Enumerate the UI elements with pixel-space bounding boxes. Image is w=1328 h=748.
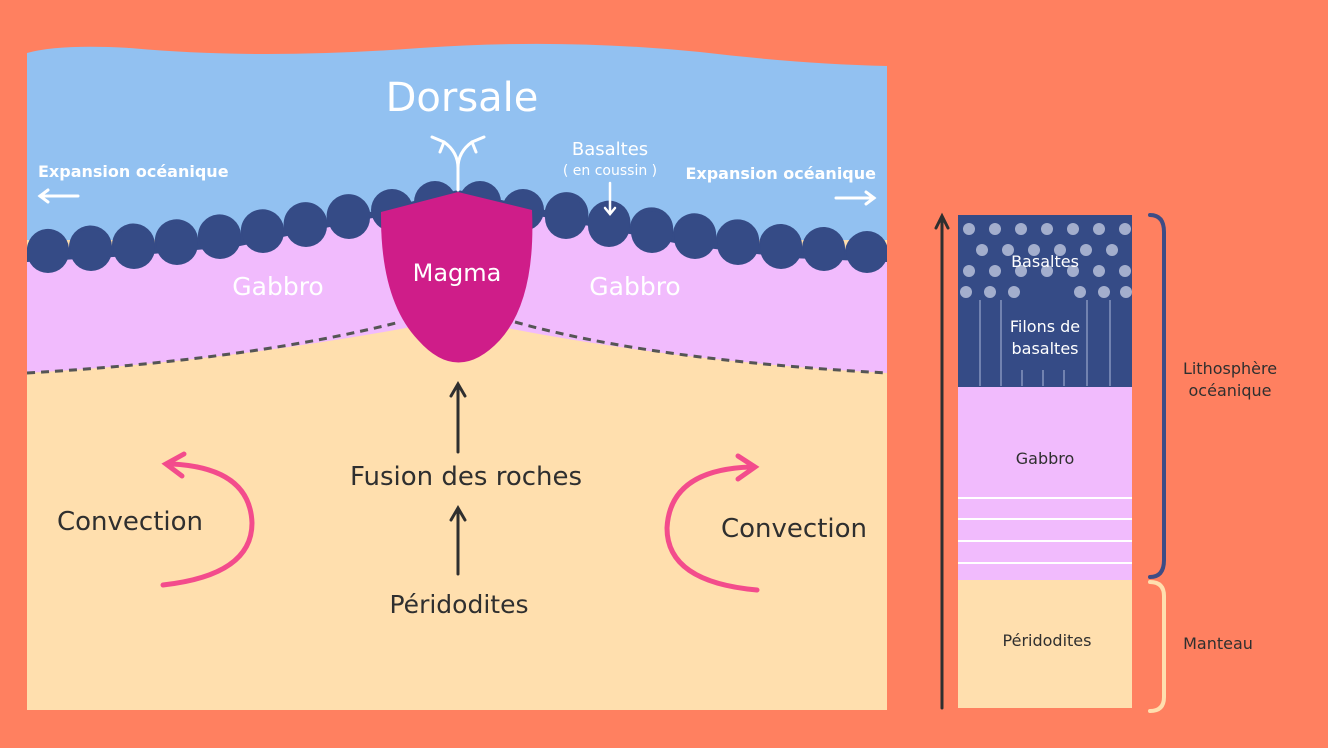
column-basalts <box>958 215 1132 387</box>
expansion-label-left: Expansion océanique <box>38 162 229 181</box>
peridotites-label: Péridodites <box>390 590 529 619</box>
arrow-right-icon <box>834 190 877 206</box>
lithosphere-label-2: océanique <box>1189 381 1272 400</box>
gabbro-layering <box>958 497 1132 564</box>
lithosphere-base-dashed-line <box>27 320 887 375</box>
basalt-pointer-arrow-icon <box>603 181 617 216</box>
depth-axis-arrow-icon <box>934 212 950 710</box>
gabbro-label-right: Gabbro <box>589 272 680 301</box>
column-peridotites-label: Péridodites <box>1003 631 1092 650</box>
arrow-left-icon <box>37 188 80 204</box>
column-gabbro <box>958 387 1132 580</box>
fusion-label: Fusion des roches <box>350 462 582 492</box>
convection-label-right: Convection <box>721 514 867 544</box>
column-dikes-label-2: basaltes <box>1012 339 1079 358</box>
convection-arrow-right-icon <box>664 453 760 593</box>
magma-label: Magma <box>413 259 502 287</box>
column-basalts-label: Basaltes <box>1011 252 1079 271</box>
lithosphere-bracket <box>1148 213 1166 579</box>
mantle-bracket <box>1148 580 1166 713</box>
convection-label-left: Convection <box>57 507 203 537</box>
mantle-label: Manteau <box>1183 634 1253 653</box>
convection-arrow-left-icon <box>160 451 255 588</box>
column-gabbro-label: Gabbro <box>1016 449 1075 468</box>
dike-lines <box>979 300 1111 386</box>
arrow-up-icon <box>449 381 467 454</box>
arrow-up-icon <box>449 505 467 576</box>
column-dikes-label-1: Filons de <box>1010 317 1080 336</box>
expansion-label-right: Expansion océanique <box>685 164 876 183</box>
basalts-sublabel: ( en coussin ) <box>563 163 657 179</box>
stratigraphic-column <box>958 215 1132 708</box>
gabbro-label-left: Gabbro <box>232 272 323 301</box>
pillow-dots <box>960 223 1132 298</box>
magma-chamber <box>380 192 533 363</box>
diagram-title: Dorsale <box>386 75 539 121</box>
lithosphere-label-1: Lithosphère <box>1183 359 1277 378</box>
basalts-label: Basaltes <box>572 139 648 160</box>
column-peridotites <box>958 580 1132 708</box>
ridge-divergence-icon <box>430 135 486 192</box>
